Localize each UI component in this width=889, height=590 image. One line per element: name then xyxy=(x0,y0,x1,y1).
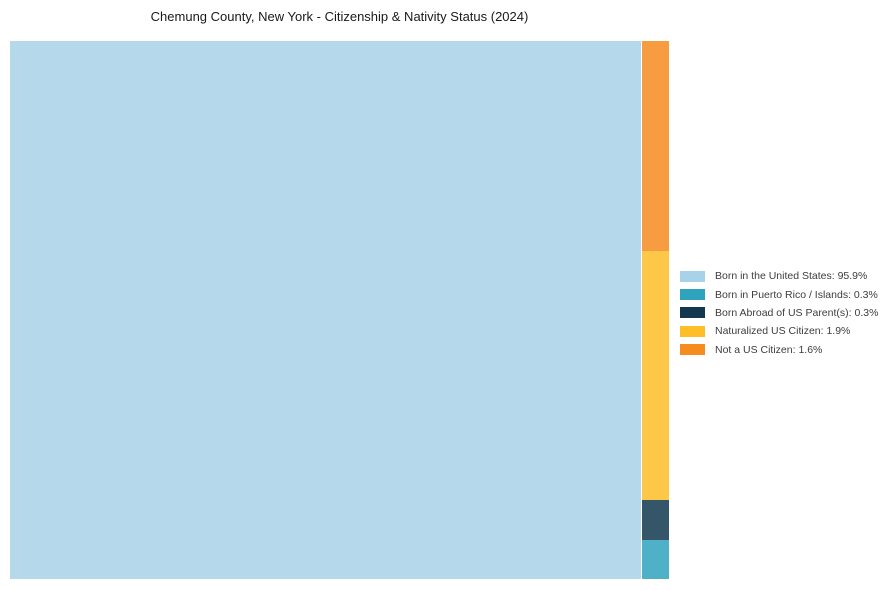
legend-label: Born Abroad of US Parent(s): 0.3% xyxy=(715,306,879,319)
treemap-segment-not-a-us-citizen xyxy=(642,41,669,251)
treemap-segment-born-abroad-of-us-parents xyxy=(642,500,669,540)
legend-item: Born in the United States: 95.9% xyxy=(680,267,878,285)
legend-item: Born in Puerto Rico / Islands: 0.3% xyxy=(680,285,878,303)
treemap-plot xyxy=(10,41,669,579)
legend: Born in the United States: 95.9% Born in… xyxy=(680,267,878,359)
legend-item: Not a US Citizen: 1.6% xyxy=(680,341,878,359)
legend-swatch-born-in-puerto-rico-islands xyxy=(680,289,705,301)
chart-title: Chemung County, New York - Citizenship &… xyxy=(150,9,529,24)
legend-label: Naturalized US Citizen: 1.9% xyxy=(715,325,851,338)
treemap-segment-born-in-puerto-rico-islands xyxy=(642,539,669,579)
legend-swatch-born-abroad-of-us-parents xyxy=(680,307,705,319)
treemap-minor-column xyxy=(642,41,669,579)
legend-swatch-naturalized-us-citizen xyxy=(680,325,705,337)
treemap-segment-born-in-the-united-states xyxy=(10,41,642,579)
legend-item: Naturalized US Citizen: 1.9% xyxy=(680,322,878,340)
legend-swatch-not-a-us-citizen xyxy=(680,344,705,356)
legend-item: Born Abroad of US Parent(s): 0.3% xyxy=(680,304,878,322)
legend-swatch-born-in-the-united-states xyxy=(680,270,705,282)
legend-label: Born in Puerto Rico / Islands: 0.3% xyxy=(715,288,878,301)
legend-label: Born in the United States: 95.9% xyxy=(715,270,868,283)
treemap-segment-naturalized-us-citizen xyxy=(642,250,669,501)
legend-label: Not a US Citizen: 1.6% xyxy=(715,343,823,356)
